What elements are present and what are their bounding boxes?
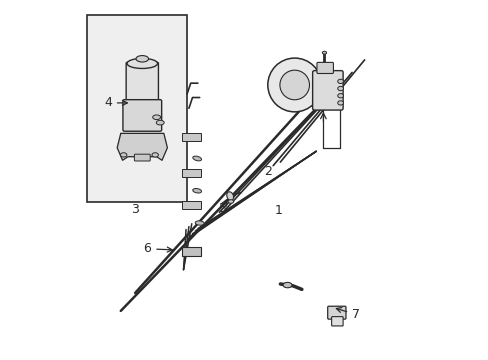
Text: 4: 4: [104, 96, 127, 109]
Text: 5: 5: [219, 202, 226, 215]
FancyBboxPatch shape: [331, 317, 343, 326]
Ellipse shape: [136, 55, 148, 62]
Text: 7: 7: [336, 307, 359, 321]
Ellipse shape: [227, 200, 233, 203]
Ellipse shape: [156, 120, 164, 125]
Ellipse shape: [152, 153, 158, 157]
FancyBboxPatch shape: [327, 306, 346, 319]
FancyBboxPatch shape: [312, 71, 343, 110]
FancyBboxPatch shape: [122, 100, 162, 131]
Ellipse shape: [337, 94, 343, 98]
Ellipse shape: [120, 153, 126, 157]
Ellipse shape: [192, 156, 201, 161]
Bar: [182, 201, 201, 210]
Text: 1: 1: [274, 204, 282, 217]
Ellipse shape: [192, 189, 201, 193]
Ellipse shape: [226, 192, 233, 201]
FancyBboxPatch shape: [126, 62, 158, 102]
Ellipse shape: [127, 58, 157, 68]
Ellipse shape: [152, 115, 160, 120]
Ellipse shape: [337, 101, 343, 105]
Bar: [182, 168, 201, 177]
Text: 6: 6: [143, 242, 172, 255]
Ellipse shape: [337, 79, 343, 84]
Polygon shape: [117, 134, 167, 160]
FancyBboxPatch shape: [316, 62, 333, 73]
Text: 3: 3: [131, 203, 139, 216]
Circle shape: [267, 58, 321, 112]
Bar: [182, 247, 201, 256]
Bar: [86, 15, 187, 202]
Ellipse shape: [322, 51, 326, 54]
Ellipse shape: [283, 282, 291, 288]
Circle shape: [279, 70, 309, 100]
Ellipse shape: [337, 86, 343, 91]
FancyBboxPatch shape: [134, 154, 150, 161]
Bar: [182, 133, 201, 141]
Ellipse shape: [195, 221, 203, 225]
Text: 2: 2: [264, 165, 271, 177]
